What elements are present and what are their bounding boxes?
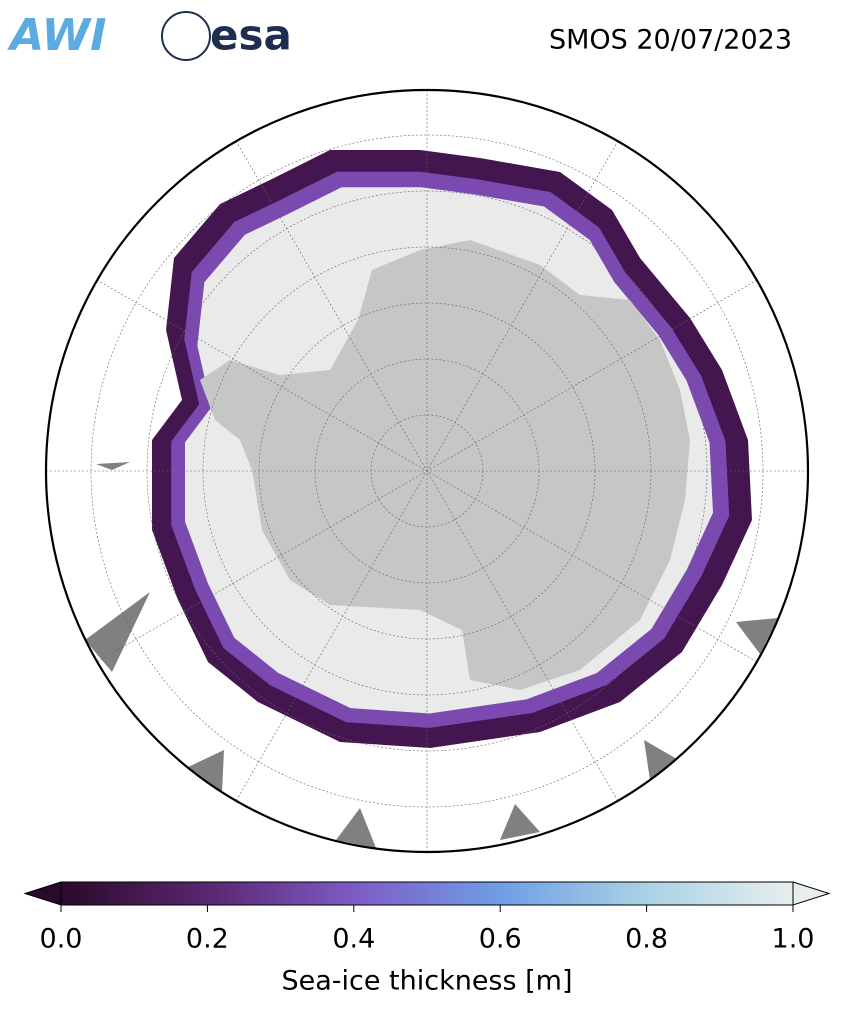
colorbar: 0.0 0.2 0.4 0.6 0.8 1.0 — [23, 881, 831, 955]
colorbar-min-extend — [23, 881, 62, 906]
colorbar-bar — [60, 881, 794, 906]
title: SMOS 20/07/2023 — [549, 25, 792, 56]
map — [46, 90, 808, 852]
map-border — [44, 88, 810, 854]
colorbar-tick-label: 0.4 — [332, 924, 375, 955]
colorbar-max-extend — [792, 881, 831, 906]
esa-logo-mark — [161, 11, 211, 61]
antarctica — [200, 240, 690, 690]
esa-logo: esa — [210, 11, 292, 60]
colorbar-label: Sea-ice thickness [m] — [281, 966, 572, 997]
colorbar-tick-label: 1.0 — [772, 924, 815, 955]
colorbar-tick-label: 0.8 — [625, 924, 668, 955]
land-patches — [85, 462, 778, 848]
colorbar-tick-label: 0.6 — [479, 924, 522, 955]
awi-logo: AWI — [7, 10, 107, 61]
colorbar-tick-label: 0.2 — [186, 924, 229, 955]
colorbar-tick-label: 0.0 — [40, 924, 83, 955]
graticule — [46, 90, 808, 852]
